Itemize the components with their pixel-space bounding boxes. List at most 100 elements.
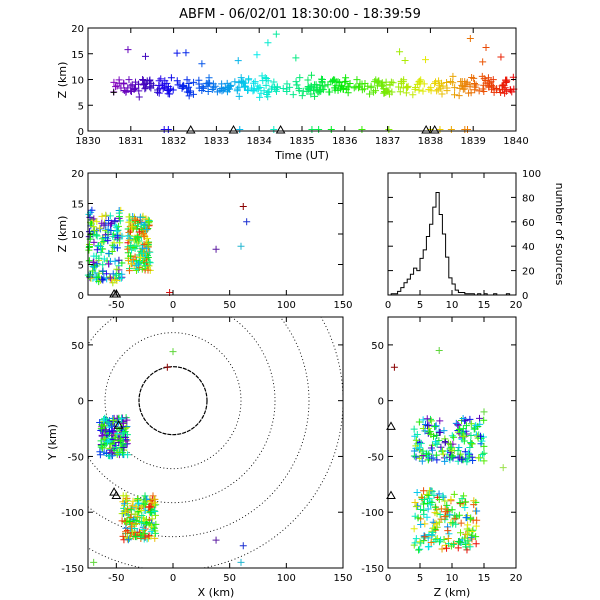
source-point xyxy=(435,77,443,85)
y-tick-label: 10 xyxy=(71,76,84,87)
time-height-sources xyxy=(110,30,518,134)
source-point xyxy=(496,86,504,94)
source-point xyxy=(205,74,213,82)
source-point xyxy=(154,88,162,96)
source-point xyxy=(110,89,117,96)
source-point xyxy=(421,495,429,503)
source-point xyxy=(395,83,403,91)
source-point xyxy=(467,89,475,97)
source-point xyxy=(443,544,451,552)
source-point xyxy=(410,425,418,433)
y-tick-label: 5 xyxy=(78,101,84,112)
source-point xyxy=(251,78,259,86)
source-point xyxy=(466,415,474,423)
source-point xyxy=(127,87,135,95)
source-point xyxy=(124,232,132,240)
source-point xyxy=(344,89,352,97)
source-point xyxy=(457,519,465,527)
source-point xyxy=(138,249,146,257)
station-marker xyxy=(275,124,286,134)
source-point xyxy=(431,423,439,431)
source-point xyxy=(416,78,424,86)
source-point xyxy=(451,84,459,92)
source-point xyxy=(134,234,142,242)
source-point xyxy=(182,49,190,57)
source-point xyxy=(396,88,404,96)
source-point xyxy=(96,224,104,232)
source-point xyxy=(119,440,127,448)
source-point xyxy=(124,257,132,265)
source-point xyxy=(144,266,152,274)
x-tick-label: 15 xyxy=(478,300,491,311)
source-point xyxy=(151,511,159,519)
source-point xyxy=(423,491,431,499)
source-point xyxy=(432,78,440,86)
x-tick-label: 1832 xyxy=(161,136,186,147)
source-point xyxy=(419,416,427,424)
source-point xyxy=(235,92,243,100)
x-tick-label: 0 xyxy=(170,300,176,311)
source-point xyxy=(457,78,465,86)
source-point xyxy=(185,92,193,100)
x-tick-label: 0 xyxy=(170,573,176,584)
y-tick-label: 20 xyxy=(71,169,84,180)
source-point xyxy=(316,86,323,94)
source-point xyxy=(91,226,99,234)
source-point xyxy=(243,218,251,226)
source-point xyxy=(412,535,420,543)
source-point xyxy=(99,267,107,275)
source-point xyxy=(480,442,488,450)
source-point xyxy=(304,76,312,84)
source-point xyxy=(158,81,166,89)
source-point xyxy=(463,530,471,538)
source-point xyxy=(138,265,146,273)
source-point xyxy=(421,533,429,541)
source-point xyxy=(417,520,425,528)
x-tick-label: 1831 xyxy=(118,136,143,147)
source-point xyxy=(420,80,428,88)
source-point xyxy=(190,78,198,86)
x-tick-label: 1834 xyxy=(246,136,271,147)
source-point xyxy=(96,448,104,456)
source-point xyxy=(295,87,303,95)
figure-title: ABFM - 06/02/01 18:30:00 - 18:39:59 xyxy=(179,7,421,22)
source-point xyxy=(307,90,315,98)
source-point xyxy=(431,503,439,511)
source-point xyxy=(133,531,141,539)
source-point xyxy=(472,422,480,430)
source-point xyxy=(433,510,441,518)
y-tick-label: 0 xyxy=(78,291,84,302)
source-point xyxy=(325,88,333,96)
source-point xyxy=(447,443,455,451)
source-point xyxy=(488,83,496,91)
source-point xyxy=(119,532,127,540)
source-point xyxy=(152,520,160,528)
source-point xyxy=(489,76,497,84)
source-point xyxy=(118,510,126,518)
x-tick-label: 15 xyxy=(478,573,491,584)
source-point xyxy=(401,56,409,64)
source-point xyxy=(360,85,368,93)
source-point xyxy=(461,504,469,512)
source-point xyxy=(436,417,444,425)
source-point xyxy=(183,88,191,96)
x-tick-label: 20 xyxy=(510,300,523,311)
source-point xyxy=(415,86,423,94)
source-point xyxy=(148,515,156,523)
source-point xyxy=(118,259,126,267)
source-point xyxy=(438,90,446,98)
source-point xyxy=(93,218,101,226)
source-point xyxy=(151,495,159,503)
plan-view-ticks: -50 0 50 100 150 -150 -100 -50 0 50 xyxy=(61,317,353,584)
source-point xyxy=(437,536,445,544)
source-point xyxy=(455,92,463,100)
histogram-outline xyxy=(388,192,516,296)
source-point xyxy=(421,427,429,435)
x-tick-label: 100 xyxy=(277,300,296,311)
source-point xyxy=(115,256,123,264)
source-point xyxy=(429,454,437,462)
source-point xyxy=(107,452,115,460)
source-point xyxy=(399,84,407,92)
source-point xyxy=(451,91,459,99)
time-height-panel: 1830 1831 1832 1833 1834 1835 1836 1837 1838 1839… xyxy=(56,24,529,162)
